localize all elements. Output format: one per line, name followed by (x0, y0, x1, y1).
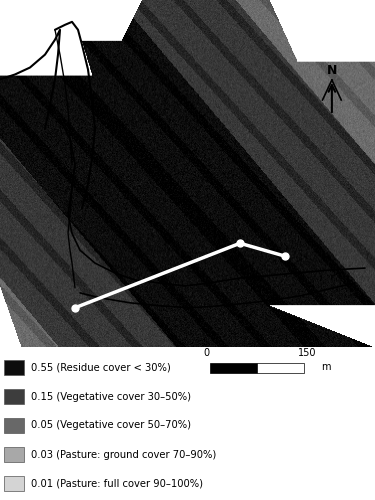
Text: N: N (327, 64, 337, 78)
Text: 0.55 (Residue cover < 30%): 0.55 (Residue cover < 30%) (31, 362, 171, 372)
Text: 0.05 (Vegetative cover 50–70%): 0.05 (Vegetative cover 50–70%) (31, 420, 191, 430)
Bar (4, 360, 24, 375)
Text: 0.01 (Pasture: full cover 90–100%): 0.01 (Pasture: full cover 90–100%) (31, 478, 203, 488)
Bar (4, 389, 24, 404)
Bar (4, 476, 24, 491)
Bar (4, 418, 24, 433)
Text: 0.15 (Vegetative cover 30–50%): 0.15 (Vegetative cover 30–50%) (31, 392, 191, 402)
Bar (4, 447, 24, 462)
Text: 0: 0 (203, 348, 209, 358)
Text: 150: 150 (298, 348, 317, 358)
Text: 0.03 (Pasture: ground cover 70–90%): 0.03 (Pasture: ground cover 70–90%) (31, 450, 216, 460)
Text: m: m (321, 362, 330, 372)
Bar (257, 362, 304, 372)
Bar (210, 362, 257, 372)
